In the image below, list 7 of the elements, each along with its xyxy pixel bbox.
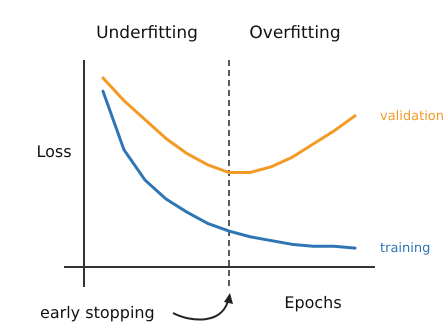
text: Overfitting [249, 23, 341, 43]
x-axis-title: Epochs [284, 293, 342, 312]
text: Underfitting [96, 23, 198, 43]
y-axis-title: Loss [36, 142, 72, 161]
series-label: validation [380, 108, 444, 124]
series-label: training [380, 241, 430, 256]
text: early stopping [40, 303, 155, 322]
